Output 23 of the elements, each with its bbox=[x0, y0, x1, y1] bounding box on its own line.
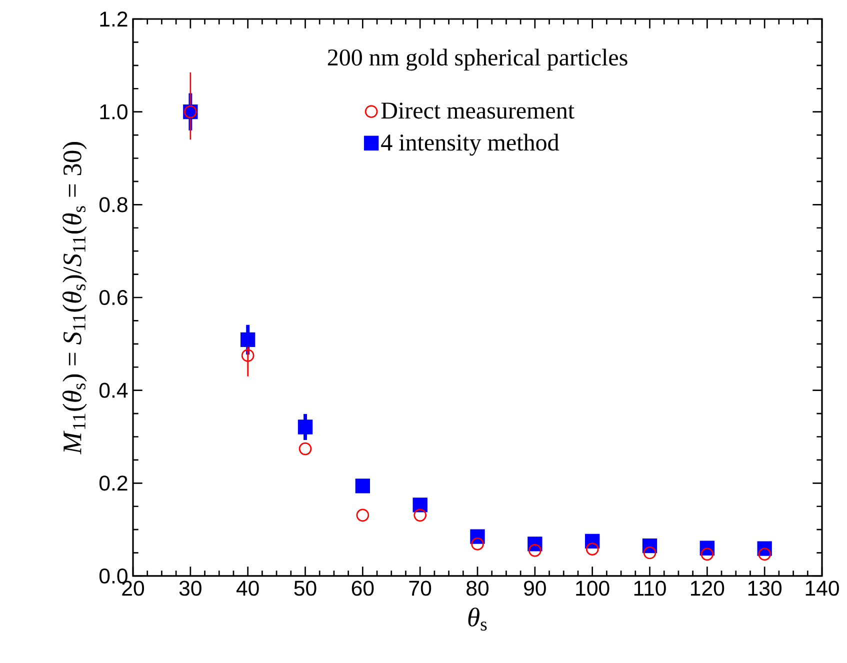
y-tick-label: 0.4 bbox=[99, 382, 128, 398]
x-tick-label: 140 bbox=[806, 580, 839, 596]
x-tick-label: 120 bbox=[691, 580, 724, 596]
x-tick-label: 80 bbox=[466, 580, 489, 596]
annotation: 200 nm gold spherical particles bbox=[328, 48, 628, 71]
x-tick-label: 50 bbox=[294, 580, 316, 596]
x-tick-label: 30 bbox=[179, 580, 202, 596]
legend-label: Direct measurement bbox=[381, 102, 574, 119]
y-tick-label: 1.2 bbox=[100, 12, 128, 26]
x-tick-label: 130 bbox=[748, 580, 782, 596]
x-tick-label: 60 bbox=[352, 580, 374, 596]
x-axis-title: θ$_{s}$ bbox=[468, 608, 487, 631]
x-tick-label: 100 bbox=[576, 580, 610, 596]
y-tick-label: 0.6 bbox=[99, 290, 128, 306]
y-tick-label: 0.2 bbox=[99, 476, 128, 491]
x-tick-label: 90 bbox=[524, 580, 546, 596]
text: M$_{11}$(θ$_{s}$) = S$_{11}$(θ$_{s}$)/S$_{11}$(θ$_{s}$ = 30) bbox=[62, 142, 87, 454]
x-tick-label: 40 bbox=[236, 580, 259, 596]
x-tick-label: 70 bbox=[409, 580, 432, 596]
x-tick-label: 110 bbox=[634, 580, 666, 596]
y-tick-label: 1.0 bbox=[100, 104, 128, 120]
y-tick-label: 0.8 bbox=[99, 197, 128, 212]
legend-label: 4 intensity method bbox=[381, 134, 560, 156]
